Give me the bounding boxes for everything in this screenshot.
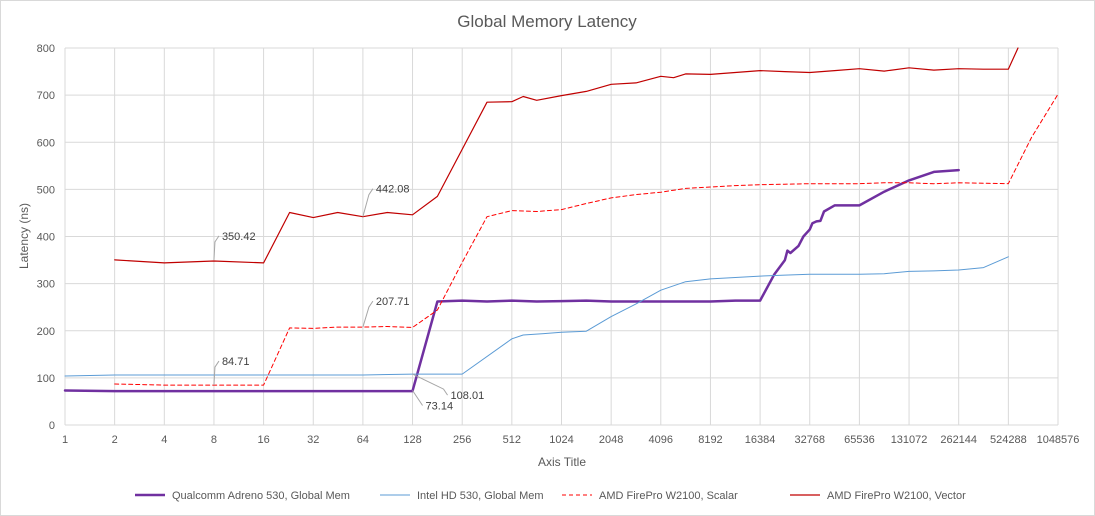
x-tick-label: 32768 xyxy=(794,434,825,446)
data-label: 207.71 xyxy=(376,296,410,308)
y-tick-label: 300 xyxy=(37,279,55,291)
annotation-leader xyxy=(362,300,374,328)
legend-label-intel-hd-530-global-mem: Intel HD 530, Global Mem xyxy=(417,490,544,502)
x-tick-label: 512 xyxy=(503,434,521,446)
series-line-intel-hd-530-global-mem xyxy=(64,256,1009,377)
y-tick-label: 600 xyxy=(37,137,55,149)
legend: Qualcomm Adreno 530, Global Mem Intel HD … xyxy=(135,490,966,502)
annotation-leader xyxy=(412,373,448,396)
x-tick-label: 262144 xyxy=(940,434,977,446)
x-tick-label: 2 xyxy=(112,434,118,446)
chart-title: Global Memory Latency xyxy=(457,12,637,31)
x-tick-label: 128 xyxy=(403,434,421,446)
y-axis-ticks: 0 100 200 300 400 500 600 700 800 xyxy=(37,43,55,432)
series-line-amd-firepro-w2100-scalar xyxy=(114,93,1059,386)
x-tick-label: 65536 xyxy=(844,434,875,446)
series-line-qualcomm-adreno-530-global-mem xyxy=(63,168,960,393)
x-tick-label: 2048 xyxy=(599,434,623,446)
data-label: 108.01 xyxy=(451,390,485,402)
x-tick-label: 524288 xyxy=(990,434,1027,446)
gridlines xyxy=(64,47,1059,426)
x-tick-label: 1048576 xyxy=(1037,434,1080,446)
y-tick-label: 700 xyxy=(37,90,55,102)
x-tick-label: 4096 xyxy=(649,434,673,446)
x-tick-label: 8192 xyxy=(698,434,722,446)
data-label: 84.71 xyxy=(222,356,250,368)
x-axis-ticks: 1 2 4 8 16 32 64 128 256 512 1024 2048 4096 8192 16384… xyxy=(62,434,1079,446)
legend-label-amd-firepro-w2100-vector: AMD FirePro W2100, Vector xyxy=(827,490,966,502)
annotation-leader xyxy=(412,390,423,406)
annotation-leader xyxy=(213,360,220,386)
series-line-amd-firepro-w2100-vector xyxy=(114,47,1019,264)
data-label: 73.14 xyxy=(426,401,454,413)
x-tick-label: 32 xyxy=(307,434,319,446)
x-tick-label: 256 xyxy=(453,434,471,446)
y-tick-label: 0 xyxy=(49,420,55,432)
data-label: 350.42 xyxy=(222,231,256,243)
legend-label-qualcomm-adreno-530-global-mem: Qualcomm Adreno 530, Global Mem xyxy=(172,490,350,502)
x-tick-label: 16384 xyxy=(745,434,776,446)
x-axis-title: Axis Title xyxy=(538,455,586,469)
x-tick-label: 64 xyxy=(357,434,369,446)
x-tick-label: 1024 xyxy=(549,434,573,446)
y-tick-label: 500 xyxy=(37,184,55,196)
series-layer xyxy=(63,47,1059,393)
y-tick-label: 800 xyxy=(37,43,55,55)
x-tick-label: 16 xyxy=(257,434,269,446)
y-axis-title: Latency (ns) xyxy=(17,203,31,269)
x-tick-label: 131072 xyxy=(891,434,928,446)
x-tick-label: 8 xyxy=(211,434,217,446)
data-label: 442.08 xyxy=(376,184,410,196)
annotation-leader xyxy=(362,188,374,217)
legend-label-amd-firepro-w2100-scalar: AMD FirePro W2100, Scalar xyxy=(599,490,738,502)
x-tick-label: 1 xyxy=(62,434,68,446)
annotation-leader xyxy=(213,235,220,260)
y-tick-label: 100 xyxy=(37,373,55,385)
y-tick-label: 400 xyxy=(37,232,55,244)
y-tick-label: 200 xyxy=(37,326,55,338)
x-tick-label: 4 xyxy=(161,434,167,446)
